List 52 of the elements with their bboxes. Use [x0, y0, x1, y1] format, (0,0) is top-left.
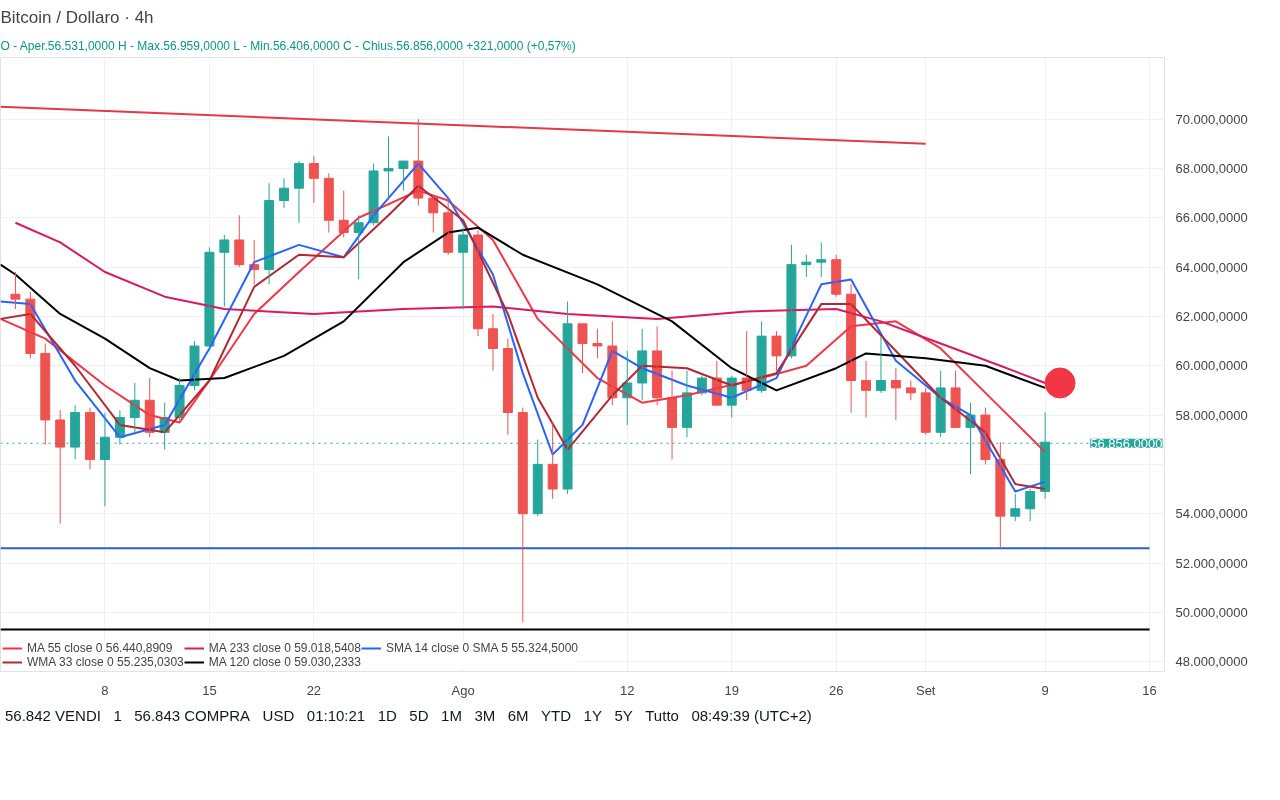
candlestick: [577, 323, 588, 374]
candlestick: [234, 214, 245, 268]
y-tick-label: 70.000,0000: [1175, 111, 1248, 127]
x-tick-label: 19: [724, 682, 739, 698]
x-tick-label: 16: [1142, 682, 1157, 698]
y-tick-label: 66.000,0000: [1175, 210, 1248, 226]
y-tick-label: 48.000,0000: [1175, 654, 1248, 670]
ref-line-label: 56.856,0000: [1090, 435, 1163, 451]
candlestick: [1025, 488, 1036, 522]
x-tick-label: 22: [306, 682, 322, 698]
x-tick-label: 9: [1041, 682, 1049, 698]
x-tick-label: 26: [828, 682, 844, 698]
candlestick: [219, 234, 230, 308]
candlestick: [40, 343, 51, 446]
candlestick: [398, 160, 409, 192]
legend-label: WMA 33 close 0 55.235,0303: [27, 655, 184, 669]
y-tick-label: 52.000,0000: [1175, 555, 1248, 571]
chart-title: Bitcoin / Dollaro · 4h: [0, 7, 154, 27]
chart-subtitle: O - Aper.56.531,0000 H - Max.56.959,0000 L - Min.56.406,0000 C - Chius.56.856,0000 +321,0000 (+0,57%): [0, 38, 576, 53]
candlestick: [547, 421, 558, 500]
candlestick: [786, 244, 797, 359]
candlestick: [10, 271, 21, 310]
candlestick: [55, 409, 66, 525]
candlestick: [592, 328, 603, 359]
candlestick: [920, 387, 931, 436]
y-tick-label: 60.000,0000: [1175, 358, 1248, 374]
text: 56.842 VENDI 1 56.843 COMPRA USD 01:10:21 1D 5D 1M 3M 6M YTD 1Y 5Y Tutto 08:49:39 (UTC+2): [5, 707, 812, 724]
x-tick-label: Set: [915, 682, 936, 698]
y-tick-label: 58.000,0000: [1175, 407, 1248, 423]
y-tick-label: 64.000,0000: [1175, 259, 1248, 275]
candlestick: [323, 172, 334, 234]
candlestick: [816, 241, 827, 278]
y-tick-label: 68.000,0000: [1175, 160, 1248, 176]
x-tick-label: Ago: [451, 682, 475, 698]
x-tick-label: 8: [101, 682, 109, 698]
candlestick: [771, 330, 782, 372]
x-tick-label: 12: [620, 682, 635, 698]
y-tick-label: 50.000,0000: [1175, 604, 1248, 620]
y-tick-label: 54.000,0000: [1175, 506, 1248, 522]
x-tick-label: 15: [202, 682, 217, 698]
legend-label: MA 233 close 0 59.018,5408: [208, 641, 361, 655]
y-tick-label: 62.000,0000: [1175, 308, 1248, 324]
legend-label: SMA 14 close 0 SMA 5 55.324,5000: [385, 641, 579, 655]
legend-label: MA 120 close 0 59.030,2333: [208, 655, 361, 669]
candlestick: [950, 370, 961, 428]
candlestick: [517, 407, 528, 623]
candlestick: [383, 135, 394, 199]
candlestick: [1010, 493, 1021, 522]
candlestick: [905, 380, 916, 401]
candlestick: [368, 163, 379, 226]
legend-label: MA 55 close 0 56.440,8909: [27, 641, 173, 655]
candlestick: [204, 246, 215, 352]
